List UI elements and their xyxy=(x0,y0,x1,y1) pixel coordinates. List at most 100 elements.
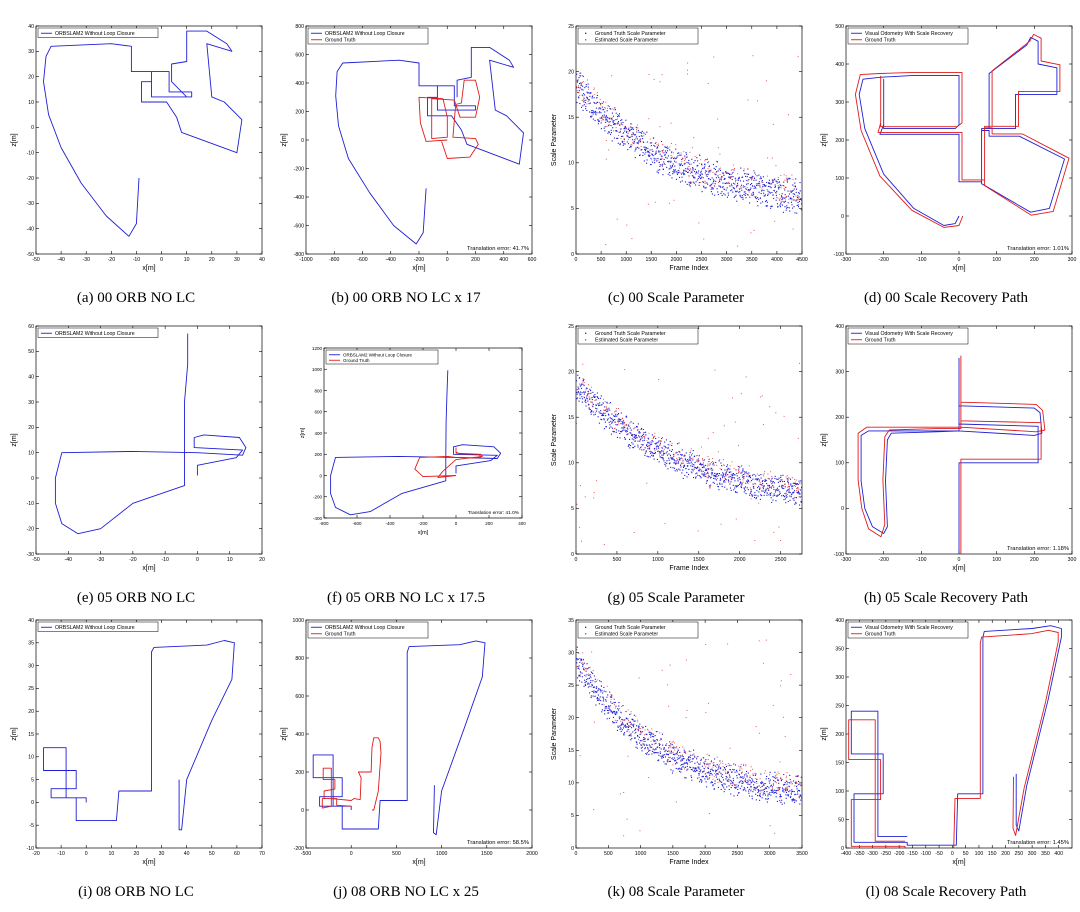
ground-truth-point xyxy=(727,765,729,767)
ground-truth-point xyxy=(762,484,763,486)
ground-truth-point xyxy=(700,173,702,175)
estimated-point xyxy=(657,441,659,443)
estimated-point xyxy=(588,674,590,676)
estimated-point xyxy=(586,663,588,665)
estimated-point xyxy=(656,458,658,461)
ground-truth-point xyxy=(769,406,771,408)
ground-truth-point xyxy=(791,199,793,201)
ground-truth-point xyxy=(613,109,615,111)
ground-truth-point xyxy=(749,775,751,777)
estimated-point xyxy=(618,131,620,133)
estimated-point xyxy=(715,177,717,179)
estimated-point xyxy=(710,191,712,193)
estimated-point xyxy=(742,186,744,188)
estimated-point xyxy=(595,404,597,406)
estimated-point xyxy=(584,94,586,96)
estimated-point xyxy=(610,124,612,127)
ground-truth-point xyxy=(702,457,703,459)
estimated-point xyxy=(665,156,667,158)
estimated-point xyxy=(669,440,671,443)
ground-truth-point xyxy=(647,738,648,740)
estimated-point xyxy=(798,480,800,482)
estimated-point xyxy=(737,480,739,482)
ground-truth-point xyxy=(747,168,749,170)
estimated-point xyxy=(579,377,581,379)
legend: ORBSLAM2 Without Loop Closure xyxy=(37,327,159,338)
estimated-point xyxy=(602,696,604,698)
ground-truth-point xyxy=(780,540,782,541)
ground-truth-point xyxy=(748,191,750,193)
estimated-point xyxy=(752,483,754,485)
estimated-point xyxy=(665,452,667,454)
estimated-point xyxy=(770,187,772,189)
estimated-point xyxy=(640,435,642,437)
estimated-point xyxy=(708,754,710,757)
estimated-point xyxy=(707,468,709,470)
estimated-point xyxy=(795,800,797,802)
ground-truth-point xyxy=(799,783,801,785)
estimated-point xyxy=(678,770,681,772)
estimated-point xyxy=(764,491,766,494)
estimated-point xyxy=(641,740,643,742)
ground-truth-point xyxy=(707,83,709,84)
estimated-point xyxy=(773,486,775,488)
estimated-point xyxy=(606,401,608,403)
x-tick-label: 0 xyxy=(958,557,961,563)
estimated-point xyxy=(664,150,666,152)
legend-label: Ground Truth xyxy=(325,631,356,637)
estimated-point xyxy=(659,743,661,746)
estimated-point xyxy=(678,171,680,174)
x-tick-label: -200 xyxy=(894,851,904,857)
estimated-point xyxy=(733,795,735,797)
y-tick-label: -30 xyxy=(27,201,35,207)
estimated-point xyxy=(578,667,580,669)
ground-truth-point xyxy=(769,774,771,776)
estimated-point xyxy=(715,771,717,773)
estimated-point xyxy=(768,478,770,480)
estimated-point xyxy=(604,126,606,128)
estimated-point xyxy=(683,455,685,457)
estimated-point xyxy=(611,413,613,415)
x-tick-label: -400 xyxy=(841,851,851,857)
ground-truth-point xyxy=(633,532,635,533)
estimated-point xyxy=(719,483,721,485)
ground-truth-point xyxy=(789,190,791,192)
ground-truth-point xyxy=(733,784,735,786)
estimated-point xyxy=(685,153,688,155)
estimated-point xyxy=(659,153,661,155)
estimated-point xyxy=(797,492,799,494)
estimated-point xyxy=(635,731,637,733)
ground-truth-point xyxy=(792,179,794,180)
estimated-point xyxy=(762,488,764,490)
estimated-point xyxy=(775,180,777,182)
estimated-point xyxy=(600,410,602,412)
estimated-point xyxy=(633,726,635,728)
estimated-point xyxy=(797,775,799,777)
estimated-point xyxy=(774,792,776,794)
ground-truth-point xyxy=(710,184,712,186)
estimated-point xyxy=(701,781,703,783)
ground-truth-point xyxy=(650,740,652,742)
estimated-point xyxy=(673,160,676,162)
ground-truth-point xyxy=(778,790,779,792)
estimated-point xyxy=(676,762,678,764)
estimated-point xyxy=(639,439,641,441)
estimated-point xyxy=(602,109,604,111)
ground-truth-point xyxy=(707,437,709,439)
estimated-point xyxy=(605,415,607,417)
data-layer xyxy=(43,30,243,237)
estimated-point xyxy=(715,475,717,477)
estimated-point xyxy=(636,747,638,749)
ground-truth-point xyxy=(697,530,699,532)
estimated-point xyxy=(648,448,650,450)
x-tick-label: 0 xyxy=(160,257,163,263)
estimated-point xyxy=(741,476,744,478)
estimated-point xyxy=(748,779,750,781)
estimated-point xyxy=(632,731,634,733)
estimated-point xyxy=(576,646,578,648)
estimated-point xyxy=(629,713,631,716)
estimated-point xyxy=(781,487,784,489)
ground-truth-point xyxy=(585,389,587,391)
estimated-point xyxy=(596,97,598,99)
estimated-point xyxy=(791,204,793,206)
